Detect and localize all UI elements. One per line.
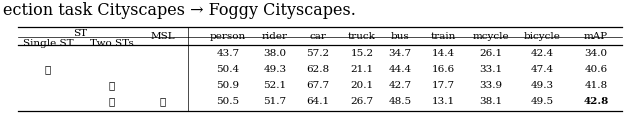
Text: 26.1: 26.1 [479, 49, 502, 58]
Text: ✓: ✓ [109, 81, 115, 90]
Text: 38.0: 38.0 [264, 49, 287, 58]
Text: ection task Cityscapes → Foggy Cityscapes.: ection task Cityscapes → Foggy Cityscape… [3, 2, 356, 19]
Text: 48.5: 48.5 [388, 97, 412, 106]
Text: 17.7: 17.7 [431, 81, 454, 90]
Text: 42.4: 42.4 [531, 49, 554, 58]
Text: person: person [210, 32, 246, 41]
Text: Single ST: Single ST [22, 39, 74, 48]
Text: ✓: ✓ [45, 65, 51, 74]
Text: 49.3: 49.3 [531, 81, 554, 90]
Text: train: train [430, 32, 456, 41]
Text: 49.3: 49.3 [264, 65, 287, 74]
Text: 34.7: 34.7 [388, 49, 412, 58]
Text: 42.8: 42.8 [584, 97, 609, 106]
Text: 13.1: 13.1 [431, 97, 454, 106]
Text: MSL: MSL [150, 32, 175, 41]
Text: car: car [310, 32, 326, 41]
Text: ST: ST [73, 29, 87, 38]
Text: bus: bus [390, 32, 410, 41]
Text: 34.0: 34.0 [584, 49, 607, 58]
Text: 52.1: 52.1 [264, 81, 287, 90]
Text: 42.7: 42.7 [388, 81, 412, 90]
Text: 49.5: 49.5 [531, 97, 554, 106]
Text: ✓: ✓ [109, 97, 115, 106]
Text: 33.9: 33.9 [479, 81, 502, 90]
Text: mAP: mAP [584, 32, 608, 41]
Text: 38.1: 38.1 [479, 97, 502, 106]
Text: 47.4: 47.4 [531, 65, 554, 74]
Text: rider: rider [262, 32, 288, 41]
Text: 64.1: 64.1 [307, 97, 330, 106]
Text: 20.1: 20.1 [351, 81, 374, 90]
Text: 62.8: 62.8 [307, 65, 330, 74]
Text: 43.7: 43.7 [216, 49, 239, 58]
Text: 44.4: 44.4 [388, 65, 412, 74]
Text: 50.4: 50.4 [216, 65, 239, 74]
Text: 67.7: 67.7 [307, 81, 330, 90]
Text: ✓: ✓ [160, 97, 166, 106]
Text: 15.2: 15.2 [351, 49, 374, 58]
Text: 41.8: 41.8 [584, 81, 607, 90]
Text: 26.7: 26.7 [351, 97, 374, 106]
Text: truck: truck [348, 32, 376, 41]
Text: bicycle: bicycle [524, 32, 561, 41]
Text: 50.5: 50.5 [216, 97, 239, 106]
Text: 33.1: 33.1 [479, 65, 502, 74]
Text: 14.4: 14.4 [431, 49, 454, 58]
Text: 51.7: 51.7 [264, 97, 287, 106]
Text: 21.1: 21.1 [351, 65, 374, 74]
Text: 40.6: 40.6 [584, 65, 607, 74]
Text: 50.9: 50.9 [216, 81, 239, 90]
Text: mcycle: mcycle [473, 32, 509, 41]
Text: Two STs: Two STs [90, 39, 134, 48]
Text: 16.6: 16.6 [431, 65, 454, 74]
Text: 57.2: 57.2 [307, 49, 330, 58]
